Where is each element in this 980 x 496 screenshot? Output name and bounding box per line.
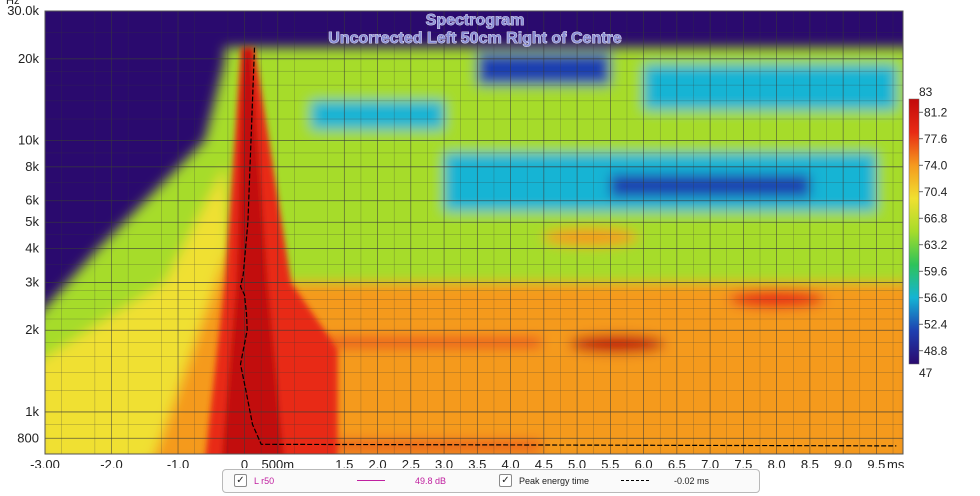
- y-tick-label: 800: [17, 430, 39, 445]
- x-tick-label: 8.5: [801, 457, 819, 468]
- decay-band-core: [244, 441, 541, 450]
- y-tick-label: 10k: [18, 133, 39, 148]
- x-tick-label: 6.0: [635, 457, 653, 468]
- x-tick-label: -1.0: [167, 457, 189, 468]
- x-tick-label: 9.5: [867, 457, 885, 468]
- spectrogram-chart: Hz 30.0k 20k 10k 8k 6k 5k 4k 3k 2k 1k 800 -3.00 -2.…: [6, 0, 948, 468]
- x-tick-label: 0: [241, 457, 248, 468]
- x-tick-label: 3.0: [435, 457, 453, 468]
- series-value: 49.8 dB: [415, 476, 447, 486]
- y-tick-label: 30.0k: [7, 3, 39, 18]
- y-axis: 30.0k 20k 10k 8k 6k 5k 4k 3k 2k 1k 800: [7, 3, 39, 445]
- colorbar: 83 47 81.2 77.6 74.0 70.4 66.8 63.2 59.6 56.0 52…: [908, 85, 948, 380]
- y-tick-label: 5k: [25, 214, 39, 229]
- impulse-ridge: [205, 47, 338, 454]
- colorbar-tick-label: 56.0: [924, 291, 948, 305]
- colorbar-tick-label: 70.4: [924, 185, 948, 199]
- chart-title: Spectrogram: [426, 12, 525, 29]
- colorbar-tick-label: 66.8: [924, 211, 948, 225]
- y-tick-label: 3k: [25, 274, 39, 289]
- peak-energy-value: -0.02 ms: [674, 476, 710, 486]
- colorbar-tick-label: 63.2: [924, 238, 948, 252]
- colorbar-tick-label: 52.4: [924, 317, 948, 331]
- grid-layer: [45, 11, 903, 454]
- y-tick-label: 6k: [25, 193, 39, 208]
- colorbar-tick-label: 77.6: [924, 132, 948, 146]
- colorbar-tick-label: 74.0: [924, 158, 948, 172]
- y-tick-label: 20k: [18, 51, 39, 66]
- series-name: L r50: [254, 476, 275, 486]
- colorbar-tick-label: 81.2: [924, 105, 948, 119]
- series-line-swatch: [357, 480, 385, 481]
- x-tick-label: 5.0: [568, 457, 586, 468]
- legend-bar: ✓ L r50 49.8 dB ✓ Peak energy time -0.02…: [222, 469, 760, 493]
- x-tick-label: -3.00: [30, 457, 60, 468]
- x-tick-label: 4.5: [535, 457, 553, 468]
- y-tick-label: 1k: [25, 404, 39, 419]
- x-tick-label: 4.0: [502, 457, 520, 468]
- impulse-ridge-core: [222, 47, 284, 454]
- colorbar-ticks: 81.2 77.6 74.0 70.4 66.8 63.2 59.6 56.0 52.4 48.8: [919, 105, 948, 358]
- x-tick-label: 7.5: [734, 457, 752, 468]
- y-unit-label: Hz: [6, 0, 19, 7]
- plot-area: [45, 11, 903, 454]
- chart-subtitle: Uncorrected Left 50cm Right of Centre: [328, 30, 621, 47]
- y-tick-label: 8k: [25, 159, 39, 174]
- decay-band-core: [244, 338, 541, 347]
- x-tick-label: 7.0: [701, 457, 719, 468]
- colorbar-min-label: 47: [919, 366, 933, 380]
- peak-energy-time-line: [239, 47, 897, 447]
- energy-blob: [569, 334, 665, 353]
- colorbar-tick-label: 59.6: [924, 264, 948, 278]
- x-tick-label: 2.0: [369, 457, 387, 468]
- x-tick-label: 9.0: [834, 457, 852, 468]
- peak-energy-label: Peak energy time: [519, 476, 590, 486]
- plot-frame: [44, 10, 904, 455]
- peak-energy-checkbox[interactable]: ✓: [499, 474, 512, 487]
- x-axis-unit: ms: [887, 457, 905, 468]
- peak-energy-line-swatch: [621, 480, 649, 481]
- colorbar-gradient: [908, 98, 920, 365]
- heatmap-layer: [45, 47, 903, 454]
- series-checkbox[interactable]: ✓: [234, 474, 247, 487]
- y-tick-label: 2k: [25, 322, 39, 337]
- x-tick-label: 2.5: [402, 457, 420, 468]
- x-tick-label: 8.0: [768, 457, 786, 468]
- y-tick-label: 4k: [25, 241, 39, 256]
- x-tick-label: -2.0: [100, 457, 122, 468]
- x-tick-label: 3.5: [468, 457, 486, 468]
- x-tick-label: 5.5: [601, 457, 619, 468]
- energy-blob: [542, 228, 639, 247]
- x-tick-label: 1.5: [335, 457, 353, 468]
- x-tick-label: 6.5: [668, 457, 686, 468]
- colorbar-max-label: 83: [919, 85, 933, 99]
- quiet-region: [643, 64, 897, 110]
- colorbar-tick-label: 48.8: [924, 344, 948, 358]
- x-tick-label: 500m: [262, 457, 295, 468]
- x-axis: -3.00 -2.0 -1.0 0 500m 1.5 2.0 2.5 3.0 3.5 4.0 4.5 5…: [30, 457, 885, 468]
